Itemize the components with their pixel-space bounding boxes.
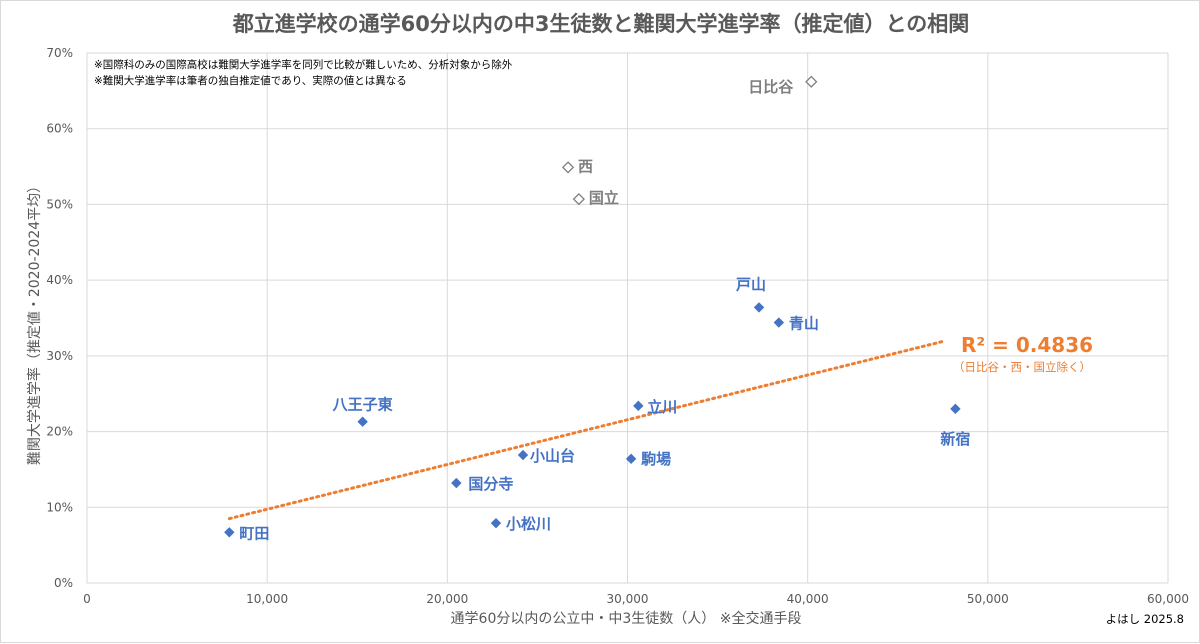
excluded-point-marker [805,75,818,88]
r-squared-note: （日比谷・西・国立除く） [953,360,1091,374]
data-point-label: 小松川 [506,515,551,533]
data-point-label: 立川 [647,398,677,416]
data-point-marker [625,453,637,465]
excluded-point-marker [561,161,575,174]
data-point-marker [224,527,235,538]
x-tick-label: 40,000 [787,592,829,606]
tick-labels: 0 10,000 20,000 30,000 40,000 50,000 60,000 0% 1… [46,46,1189,606]
x-axis-title: 通学60分以内の公立中・中3生徒数（人） ※全交通手段 [451,610,802,627]
x-tick-label: 0 [83,592,91,606]
r-squared-label: R² = 0.4836 [961,333,1093,357]
x-tick-label: 60,000 [1147,592,1189,606]
y-tick-label: 70% [46,46,73,60]
chart-title: 都立進学校の通学60分以内の中3生徒数と難関大学進学率（推定値）との相関 [232,12,970,36]
note-1: ※国際科のみの国際高校は難関大学進学率を同列で比較が難しいため、分析対象から除外 [94,58,513,71]
note-2: ※難関大学進学率は筆者の独自推定値であり、実際の値とは異なる [94,74,407,87]
data-point-label: 小山台 [530,447,575,465]
y-tick-label: 10% [46,500,73,514]
y-tick-label: 30% [46,349,73,363]
x-tick-label: 30,000 [607,592,649,606]
data-point-label: 西 [578,157,593,175]
data-point-marker [357,416,368,427]
data-point-label: 駒場 [641,450,671,468]
data-point-marker [633,400,644,412]
x-tick-label: 20,000 [426,592,468,606]
data-point-label: 青山 [789,315,819,333]
data-point-label: 八王子東 [332,396,393,414]
data-point-label: 戸山 [736,275,766,293]
credit: よはし 2025.8 [1106,612,1184,626]
data-point-label: 町田 [239,524,269,542]
y-tick-label: 20% [46,425,73,439]
y-axis-title: 難関大学進学率（推定値・2020-2024平均） [26,179,43,465]
data-point-label: 国分寺 [468,475,513,493]
x-tick-label: 50,000 [967,592,1009,606]
data-point-marker [773,317,785,328]
data-point-marker [753,302,765,313]
data-point-label: 国立 [589,189,619,207]
data-point-marker [490,517,502,529]
y-tick-label: 60% [46,122,73,136]
trendline [227,339,945,521]
trendline-group [227,339,945,521]
data-point-marker [517,449,529,461]
data-point-marker [950,403,961,415]
x-tick-label: 10,000 [246,592,288,606]
y-tick-label: 40% [46,273,73,287]
grid [86,52,1169,584]
data-point-label: 新宿 [940,430,970,448]
y-tick-label: 0% [54,576,73,590]
data-point-label: 日比谷 [748,78,794,96]
y-tick-label: 50% [46,197,73,211]
excluded-point-marker [572,193,585,206]
data-point-marker [451,477,462,489]
